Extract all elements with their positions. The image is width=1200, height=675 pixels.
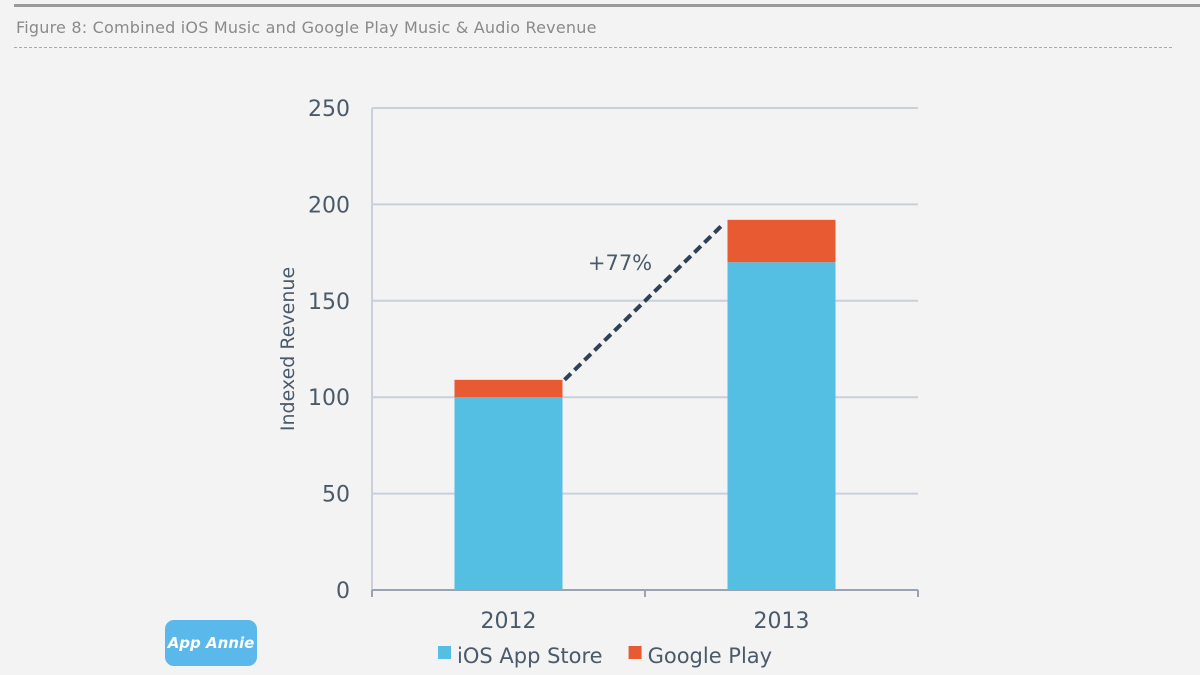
growth-annotation: +77%	[588, 251, 652, 275]
top-rule	[14, 4, 1200, 7]
legend-swatch-1	[628, 646, 642, 659]
legend-label-1: Google Play	[648, 644, 773, 668]
legend-label-0: iOS App Store	[457, 644, 603, 668]
bar-ios-app-store-2012	[454, 397, 563, 590]
legend-swatch-0	[438, 646, 451, 659]
growth-dashed-line	[563, 224, 723, 382]
x-tick-label: 2012	[481, 609, 537, 634]
bar-google-play-2012	[454, 379, 563, 398]
y-axis-label: Indexed Revenue	[277, 267, 299, 431]
title-divider	[14, 47, 1172, 48]
y-tick-label: 0	[336, 579, 350, 604]
figure-title: Figure 8: Combined iOS Music and Google …	[16, 18, 597, 37]
bar-ios-app-store-2013	[727, 262, 836, 590]
y-tick-label: 100	[308, 386, 350, 411]
y-tick-label: 50	[322, 483, 350, 508]
x-tick-label: 2013	[754, 609, 810, 634]
y-tick-label: 250	[308, 97, 350, 122]
app-annie-logo: App Annie	[165, 620, 257, 666]
y-tick-label: 200	[308, 193, 350, 218]
bar-google-play-2013	[727, 219, 836, 263]
y-tick-label: 150	[308, 290, 350, 315]
